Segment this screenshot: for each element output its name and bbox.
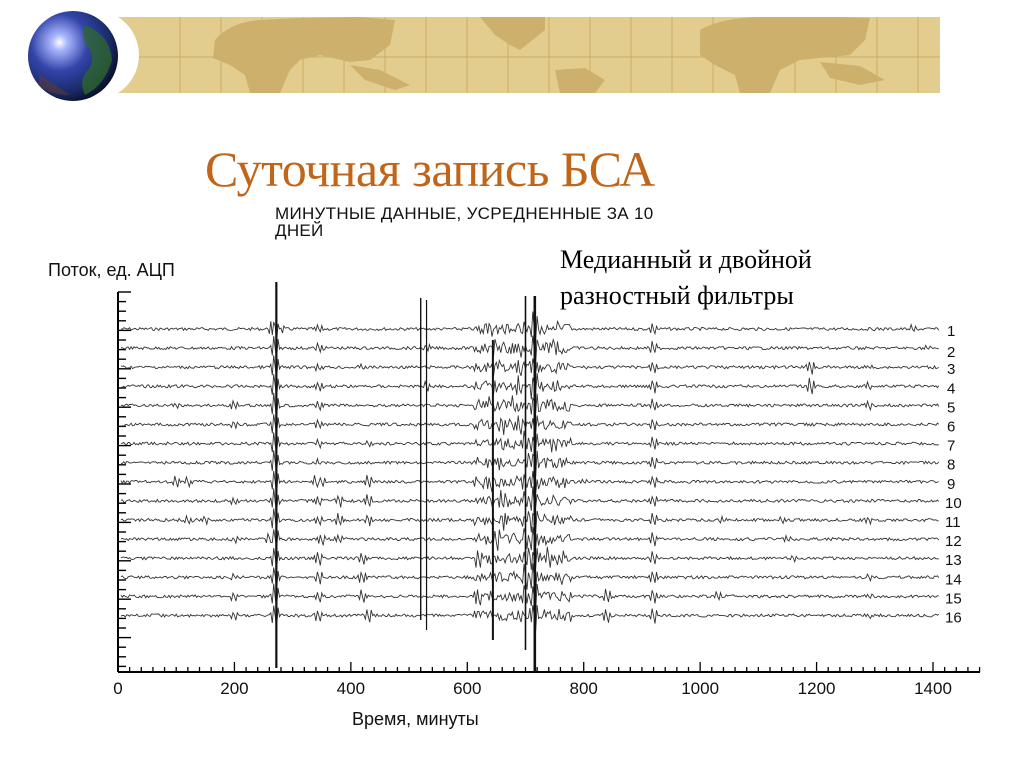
trace-line-8 (120, 450, 940, 476)
world-map-strip (118, 17, 940, 93)
trace-number-label: 13 (945, 552, 962, 569)
x-axis-label: Время, минуты (352, 709, 479, 729)
trace-number-label: 4 (947, 380, 955, 397)
filter-note: Медианный и двойной разностный фильтры (560, 242, 812, 314)
slide-title: Суточная запись БСА (205, 141, 655, 197)
trace-line-6 (120, 414, 940, 435)
chart-traces (120, 282, 940, 672)
x-tick-label: 400 (337, 679, 365, 698)
trace-number-label: 6 (947, 419, 955, 436)
trace-line-12 (120, 526, 940, 551)
trace-number-label: 10 (945, 495, 962, 512)
globe-icon (28, 11, 118, 101)
filter-note-line1: Медианный и двойной (560, 245, 812, 274)
x-tick-label: 0 (113, 679, 122, 698)
trace-number-label: 9 (947, 476, 955, 493)
trace-number-label: 7 (947, 438, 955, 455)
trace-line-11 (120, 508, 939, 533)
trace-number-label: 16 (945, 610, 962, 627)
chart-title-line1: МИНУТНЫЕ ДАННЫЕ, УСРЕДНЕННЫЕ ЗА 10 (275, 204, 654, 223)
header-banner (28, 11, 940, 101)
x-tick-label: 800 (570, 679, 598, 698)
trace-number-label: 1 (947, 323, 955, 340)
trace-line-4 (120, 373, 940, 400)
trace-line-16 (120, 605, 940, 631)
trace-number-label: 3 (947, 361, 955, 378)
trace-number-label: 2 (947, 344, 955, 361)
trace-line-2 (120, 335, 940, 363)
trace-number-label: 11 (945, 514, 961, 531)
x-tick-label: 1000 (681, 679, 719, 698)
chart-axes (117, 291, 981, 673)
trace-line-1 (120, 311, 940, 342)
trace-number-label: 8 (947, 457, 955, 474)
trace-number-label: 12 (945, 533, 962, 550)
chart-title: МИНУТНЫЕ ДАННЫЕ, УСРЕДНЕННЫЕ ЗА 10 ДНЕЙ (275, 205, 875, 239)
filter-note-line2: разностный фильтры (560, 281, 794, 310)
x-tick-label: 1400 (914, 679, 952, 698)
trace-line-5 (120, 392, 940, 419)
y-axis-label: Поток, ед. АЦП (48, 260, 175, 280)
trace-number-label: 5 (947, 399, 955, 416)
trace-number-label: 14 (945, 571, 962, 588)
chart-title-line2: ДНЕЙ (275, 221, 324, 240)
x-tick-label: 600 (453, 679, 481, 698)
trace-line-10 (120, 486, 940, 513)
x-tick-labels: 0 200 400 600 800 1000 1200 1400 (113, 679, 952, 698)
trace-line-7 (120, 430, 939, 454)
trace-line-14 (120, 563, 940, 591)
trace-line-15 (120, 583, 939, 611)
trace-number-label: 15 (945, 590, 962, 607)
trace-line-13 (120, 546, 939, 570)
trace-line-9 (120, 470, 939, 495)
x-tick-label: 1200 (798, 679, 836, 698)
trace-line-3 (120, 355, 939, 379)
x-tick-label: 200 (220, 679, 248, 698)
